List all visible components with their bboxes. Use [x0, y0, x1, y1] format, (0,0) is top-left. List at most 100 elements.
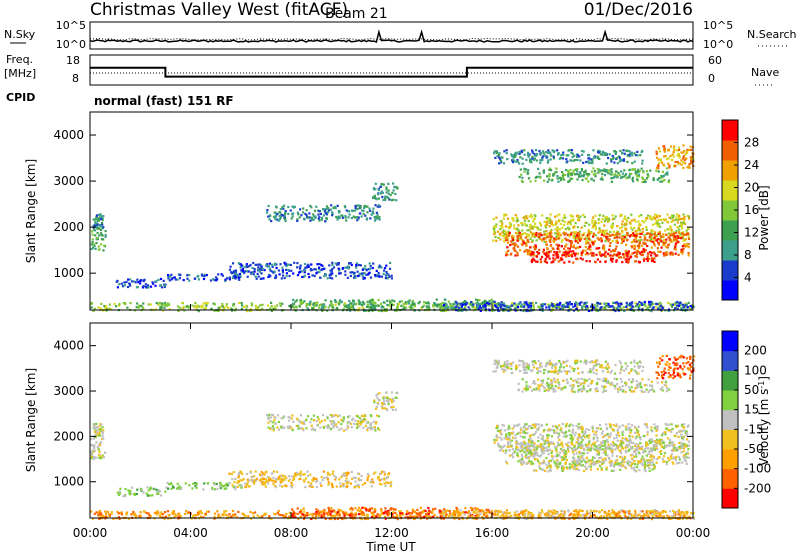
- data-cell: [444, 307, 446, 309]
- data-cell: [657, 251, 659, 253]
- data-cell: [216, 488, 218, 490]
- data-cell: [546, 175, 548, 177]
- data-cell: [319, 421, 321, 423]
- data-cell: [98, 234, 100, 236]
- data-cell: [556, 251, 558, 253]
- data-cell: [617, 429, 619, 431]
- data-cell: [636, 303, 638, 305]
- data-cell: [578, 423, 580, 425]
- data-cell: [136, 306, 138, 308]
- data-cell: [379, 473, 381, 475]
- data-cell: [675, 161, 677, 163]
- data-cell: [249, 264, 251, 266]
- data-cell: [579, 215, 581, 217]
- data-cell: [98, 246, 100, 248]
- data-cell: [609, 254, 611, 256]
- data-cell: [151, 281, 153, 283]
- data-cell: [101, 238, 103, 240]
- data-cell: [642, 160, 644, 162]
- data-cell: [659, 181, 661, 183]
- data-cell: [244, 483, 246, 485]
- data-cell: [233, 303, 235, 305]
- data-cell: [523, 149, 525, 151]
- data-cell: [656, 222, 658, 224]
- data-cell: [330, 273, 332, 275]
- data-cell: [687, 228, 689, 230]
- data-cell: [347, 473, 349, 475]
- data-cell: [610, 251, 612, 253]
- data-cell: [570, 244, 572, 246]
- data-cell: [680, 433, 682, 435]
- data-cell: [679, 218, 681, 220]
- data-cell: [579, 159, 581, 161]
- data-cell: [160, 284, 162, 286]
- data-cell: [564, 234, 566, 236]
- data-cell: [271, 264, 273, 266]
- data-cell: [275, 277, 277, 279]
- data-cell: [547, 437, 549, 439]
- data-cell: [639, 236, 641, 238]
- data-cell: [641, 176, 643, 178]
- data-cell: [118, 283, 120, 285]
- data-cell: [523, 217, 525, 219]
- data-cell: [675, 253, 677, 255]
- data-cell: [246, 484, 248, 486]
- data-cell: [259, 304, 261, 306]
- data-cell: [634, 221, 636, 223]
- data-cell: [561, 254, 563, 256]
- data-cell: [393, 186, 395, 188]
- data-cell: [538, 150, 540, 152]
- cpid-value: normal (fast) 151 RF: [94, 94, 234, 108]
- data-cell: [653, 251, 655, 253]
- data-cell: [677, 163, 679, 165]
- data-cell: [641, 245, 643, 247]
- data-cell: [663, 165, 665, 167]
- freq-label-line2: [MHz]: [4, 67, 36, 80]
- data-cell: [654, 217, 656, 219]
- data-cell: [654, 233, 656, 235]
- data-cell: [233, 471, 235, 473]
- data-cell: [90, 444, 92, 446]
- data-cell: [230, 271, 232, 273]
- data-cell: [273, 470, 275, 472]
- data-cell: [501, 301, 503, 303]
- data-cell: [626, 439, 628, 441]
- data-cell: [276, 213, 278, 215]
- data-cell: [252, 267, 254, 269]
- data-cell: [610, 160, 612, 162]
- data-cell: [287, 213, 289, 215]
- data-cell: [386, 191, 388, 193]
- data-cell: [354, 210, 356, 212]
- data-cell: [641, 233, 643, 235]
- data-cell: [586, 302, 588, 304]
- data-cell: [682, 151, 684, 153]
- data-cell: [310, 485, 312, 487]
- data-cell: [188, 484, 190, 486]
- power-colorbar-label: Power [dB]: [757, 185, 771, 250]
- data-cell: [532, 239, 534, 241]
- data-cell: [590, 252, 592, 254]
- data-cell: [268, 479, 270, 481]
- data-cell: [94, 431, 96, 433]
- data-cell: [274, 305, 276, 307]
- data-cell: [609, 235, 611, 237]
- data-cell: [338, 272, 340, 274]
- data-cell: [268, 205, 270, 207]
- data-cell: [657, 303, 659, 305]
- data-cell: [319, 427, 321, 429]
- data-cell: [574, 434, 576, 436]
- data-cell: [626, 253, 628, 255]
- data-cell: [299, 216, 301, 218]
- data-cell: [678, 215, 680, 217]
- data-cell: [659, 150, 661, 152]
- data-cell: [501, 424, 503, 426]
- data-cell: [344, 205, 346, 207]
- data-cell: [261, 304, 263, 306]
- data-cell: [262, 268, 264, 270]
- data-cell: [667, 437, 669, 439]
- data-cell: [515, 214, 517, 216]
- data-cell: [347, 266, 349, 268]
- data-cell: [541, 159, 543, 161]
- data-cell: [364, 277, 366, 279]
- data-cell: [300, 265, 302, 267]
